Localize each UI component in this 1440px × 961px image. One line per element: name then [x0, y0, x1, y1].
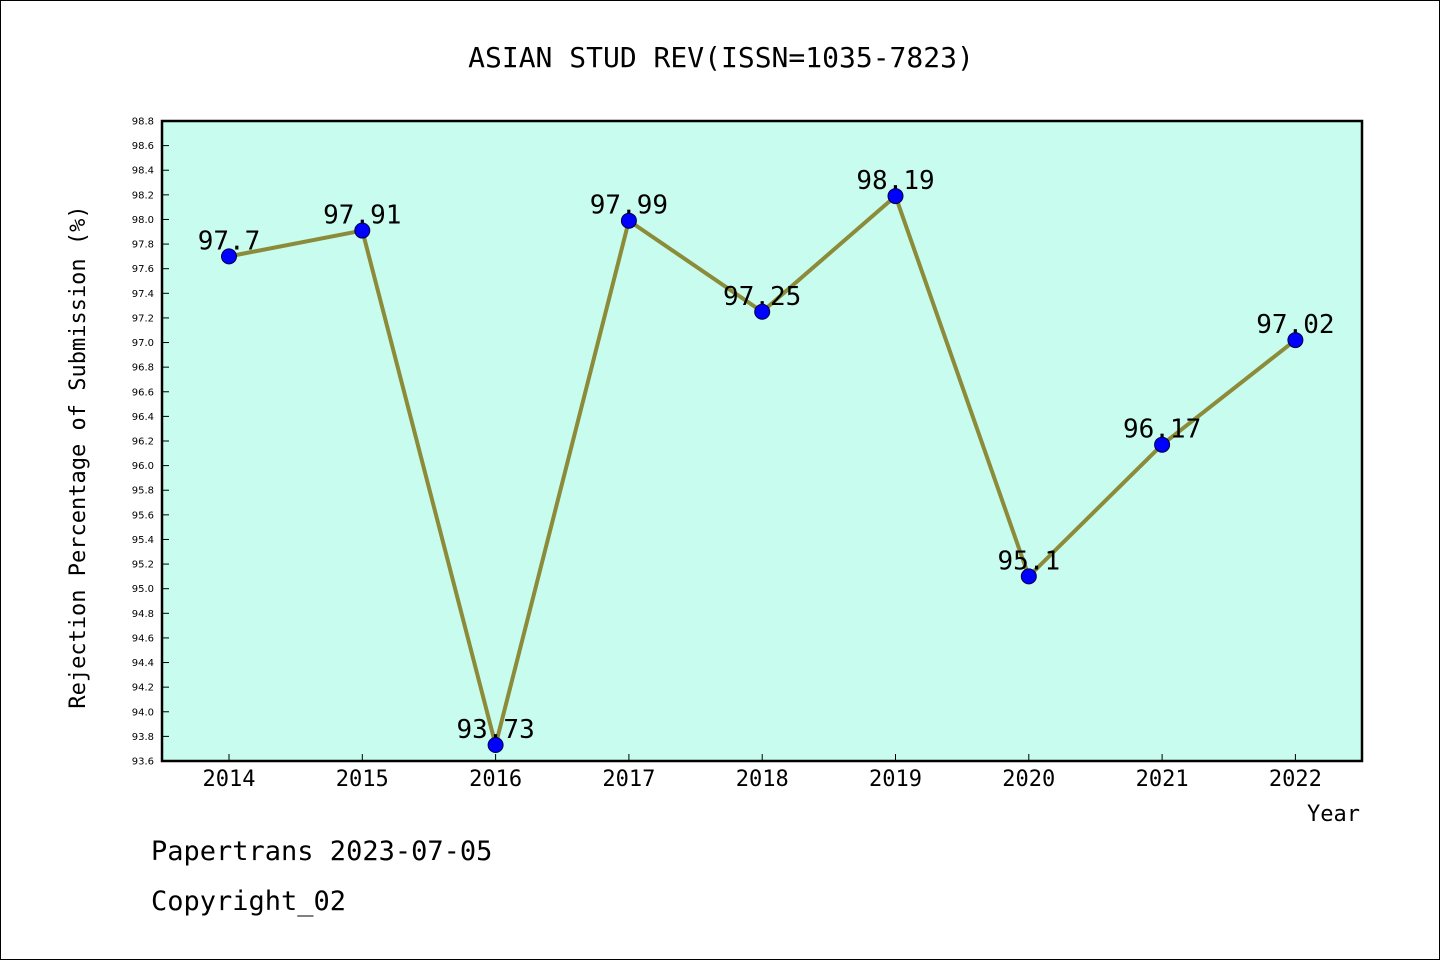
- data-point: [354, 222, 371, 239]
- x-tick-label: 2022: [1269, 767, 1322, 792]
- data-point: [887, 188, 904, 205]
- y-tick-label: 97.0: [132, 338, 154, 349]
- y-tick-label: 97.4: [132, 289, 154, 300]
- data-point: [221, 248, 237, 265]
- y-tick-label: 94.2: [132, 683, 154, 694]
- y-tick-label: 96.8: [132, 363, 154, 374]
- y-tick-label: 93.8: [132, 732, 154, 743]
- x-tick-label: 2014: [203, 767, 256, 792]
- y-tick-label: 94.8: [132, 609, 154, 620]
- y-tick-label: 95.6: [132, 510, 154, 521]
- y-tick-label: 97.2: [132, 313, 154, 324]
- y-tick-label: 97.6: [132, 264, 154, 275]
- y-tick-label: 96.2: [132, 437, 154, 448]
- y-tick-label: 93.6: [132, 757, 154, 768]
- y-tick-label: 98.0: [132, 215, 154, 226]
- y-tick-label: 98.2: [132, 190, 154, 201]
- y-tick-label: 94.6: [132, 633, 154, 644]
- y-tick-label: 98.8: [132, 117, 154, 128]
- data-point: [1287, 332, 1304, 349]
- footer-source: Papertrans 2023-07-05: [151, 836, 493, 867]
- y-tick-label: 98.6: [132, 141, 154, 152]
- chart-title: ASIAN STUD REV(ISSN=1035-7823): [468, 41, 974, 74]
- y-tick-label: 95.8: [132, 486, 154, 497]
- data-series: 97.797.9193.7397.9997.2598.1995.196.1797…: [198, 166, 1335, 753]
- x-tick-label: 2021: [1136, 767, 1189, 792]
- y-tick-label: 95.4: [132, 535, 154, 546]
- y-axis: 93.6 93.8 94.0 94.2 94.4 94.6 94.8 95.0 95.2 95.4…: [132, 117, 169, 768]
- x-tick-label: 2019: [869, 767, 922, 792]
- y-tick-label: 95.2: [132, 560, 154, 571]
- data-point: [754, 303, 771, 320]
- y-tick-label: 94.4: [132, 658, 154, 669]
- data-point: [487, 737, 504, 753]
- data-point: [1020, 568, 1037, 585]
- x-tick-label: 2016: [469, 767, 522, 792]
- footer-copyright: Copyright_02: [151, 886, 347, 917]
- x-axis: 2014 2015 2016 2017 2018 2019 2020 2021 2022: [203, 754, 1322, 792]
- x-tick-label: 2020: [1002, 767, 1055, 792]
- y-tick-label: 96.4: [132, 412, 154, 423]
- y-tick-label: 96.6: [132, 387, 154, 398]
- x-tick-label: 2017: [602, 767, 655, 792]
- y-tick-label: 97.8: [132, 240, 154, 251]
- y-tick-label: 96.0: [132, 461, 154, 472]
- plot-border: [160, 119, 1364, 763]
- x-axis-label: Year: [1307, 802, 1360, 827]
- y-tick-label: 98.4: [132, 166, 154, 177]
- x-tick-label: 2018: [736, 767, 789, 792]
- y-tick-label: 94.0: [132, 707, 154, 718]
- data-point: [620, 212, 637, 229]
- x-tick-label: 2015: [336, 767, 389, 792]
- y-axis-label: Rejection Percentage of Submission (%): [66, 205, 91, 708]
- y-tick-label: 95.0: [132, 584, 154, 595]
- data-point: [1154, 436, 1171, 453]
